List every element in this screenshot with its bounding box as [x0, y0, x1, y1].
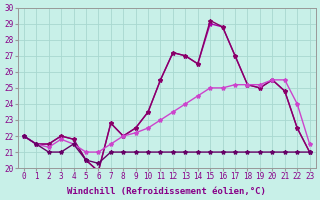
X-axis label: Windchill (Refroidissement éolien,°C): Windchill (Refroidissement éolien,°C)	[67, 187, 266, 196]
